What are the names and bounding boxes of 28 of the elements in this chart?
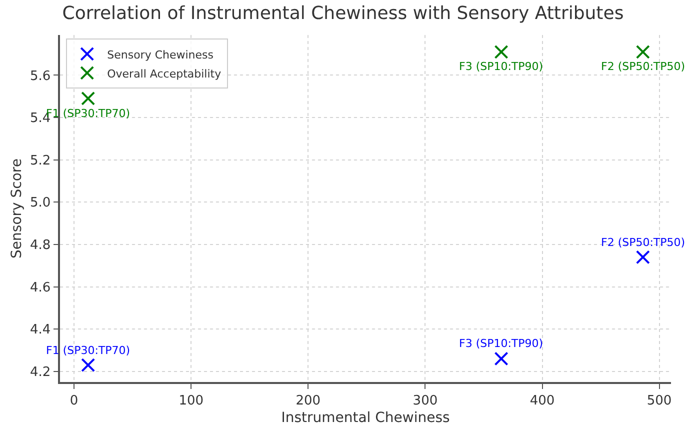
x-tick-label: 200 [296, 393, 321, 408]
y-axis-title: Sensory Score [9, 158, 26, 258]
x-tick-label: 0 [70, 393, 78, 408]
point [636, 44, 650, 59]
y-tick-label: 4.8 [30, 238, 51, 254]
x-tick-label: 500 [646, 393, 672, 408]
y-tick-label: 4.4 [30, 322, 51, 338]
chart-title: Correlation of Instrumental Chewiness with Sensory Attributes [62, 3, 624, 24]
annotation: F3 (SP10:TP90) [459, 60, 544, 73]
x-tick-label: 300 [412, 393, 438, 408]
legend-label: Sensory Chewiness [107, 48, 214, 62]
annotation: F3 (SP10:TP90) [459, 337, 544, 350]
point [494, 44, 508, 59]
y-tick-label: 5.2 [30, 153, 51, 168]
x-tick-label: 400 [530, 393, 555, 408]
y-tick-label: 4.2 [30, 364, 51, 380]
annotation: F2 (SP50:TP50) [601, 236, 686, 249]
point [494, 352, 508, 366]
x-tick-label: 100 [178, 393, 204, 408]
x-axis-title: Instrumental Chewiness [281, 410, 450, 426]
y-tick-label: 5.6 [30, 68, 51, 84]
point [81, 358, 96, 372]
y-tick-label: 5.0 [30, 196, 51, 211]
point [636, 250, 650, 264]
annotation: F2 (SP50:TP50) [601, 60, 686, 73]
y-tick-label: 4.6 [30, 280, 51, 296]
point [81, 91, 96, 106]
legend-label: Overall Acceptability [107, 67, 222, 80]
